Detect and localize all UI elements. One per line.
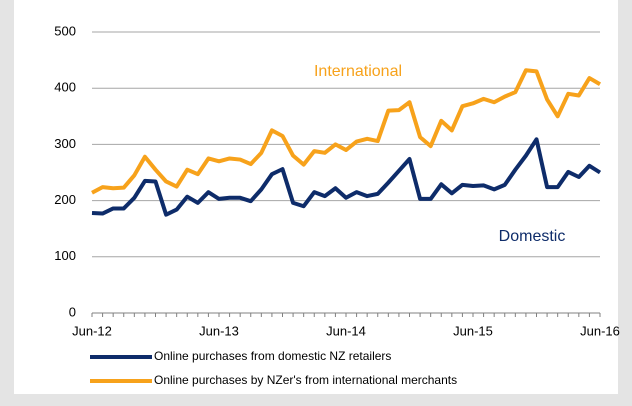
y-tick-label: 400 bbox=[54, 80, 76, 95]
line-series bbox=[91, 137, 602, 217]
y-tick-label: 0 bbox=[69, 304, 76, 319]
legend-label: Online purchases by NZer's from internat… bbox=[154, 373, 457, 387]
x-tick-label: Jun-16 bbox=[580, 323, 620, 338]
y-tick-label: 300 bbox=[54, 136, 76, 151]
y-tick-label: 500 bbox=[54, 23, 76, 38]
x-tick-label: Jun-13 bbox=[199, 323, 239, 338]
x-tick-label: Jun-15 bbox=[453, 323, 493, 338]
line-series bbox=[91, 68, 602, 195]
annotation: Domestic bbox=[499, 228, 566, 245]
y-tick-label: 100 bbox=[54, 248, 76, 263]
x-tick-label: Jun-12 bbox=[72, 323, 112, 338]
chart-area bbox=[14, 0, 618, 394]
y-tick-label: 200 bbox=[54, 192, 76, 207]
x-tick-label: Jun-14 bbox=[326, 323, 366, 338]
legend-label: Online purchases from domestic NZ retail… bbox=[154, 349, 391, 363]
annotation: International bbox=[314, 63, 402, 80]
